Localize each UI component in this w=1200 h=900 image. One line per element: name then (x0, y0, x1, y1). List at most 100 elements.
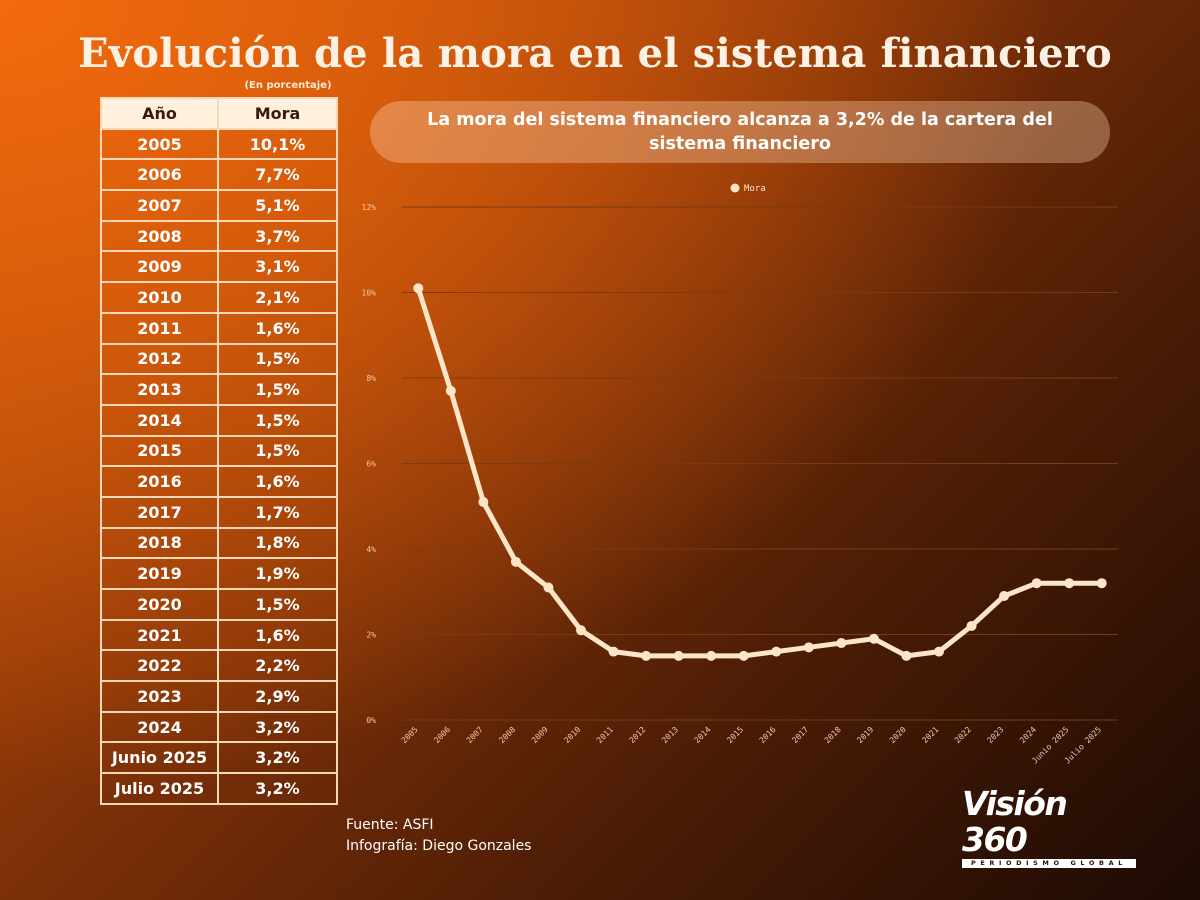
x-tick-label: 2016 (758, 725, 778, 745)
year-cell: 2022 (100, 649, 219, 683)
data-point (738, 650, 749, 661)
x-tick-label: 2019 (855, 725, 875, 745)
year-cell: 2007 (100, 189, 219, 222)
year-cell: 2008 (100, 219, 219, 253)
data-point (1064, 578, 1075, 589)
mora-cell: 1,6% (216, 465, 339, 498)
x-tick-label: 2018 (823, 725, 843, 745)
series-line (415, 285, 1105, 659)
data-point (803, 642, 814, 653)
mora-cell: 1,5% (216, 434, 339, 468)
headline-banner: La mora del sistema financiero alcanza a… (370, 101, 1110, 163)
x-tick-label: 2005 (400, 725, 420, 745)
table-row: 2006 7,7% (100, 158, 339, 192)
mora-cell: 1,6% (216, 311, 339, 345)
column-header-year: Año (100, 97, 219, 130)
data-point (999, 591, 1010, 602)
table-row: 2016 1,6% (100, 465, 339, 498)
table-row: 2021 1,6% (100, 618, 339, 652)
data-point (1031, 578, 1042, 589)
data-point (966, 620, 977, 631)
source-text: Fuente: ASFI (346, 817, 434, 833)
table-row: 2009 3,1% (100, 250, 339, 284)
headline-text: La mora del sistema financiero alcanza a… (427, 110, 1053, 154)
data-point (771, 646, 782, 657)
mora-cell: 2,1% (216, 281, 339, 314)
table-row: 2015 1,5% (100, 434, 339, 468)
page-title: Evolución de la mora en el sistema finan… (78, 30, 1112, 77)
x-tick-label: 2011 (595, 725, 615, 745)
x-tick-label: 2006 (432, 725, 452, 745)
x-tick-label: 2010 (562, 725, 582, 745)
year-cell: 2024 (100, 710, 219, 744)
year-cell: 2020 (100, 588, 219, 621)
mora-cell: 3,7% (216, 219, 339, 253)
x-tick-label: 2020 (888, 725, 908, 745)
year-cell: 2017 (100, 495, 219, 529)
data-point (543, 582, 554, 593)
legend-label: Mora (744, 184, 766, 194)
logo-wordmark: Visión 360 (962, 784, 1068, 859)
table-row: 2012 1,5% (100, 342, 339, 376)
brand-logo: Visión 360 PERIODISMO GLOBAL (962, 786, 1140, 868)
mora-cell: 1,5% (216, 342, 339, 376)
data-point (901, 650, 912, 661)
mora-cell: 1,9% (216, 557, 339, 590)
x-tick-label: 2012 (628, 725, 648, 745)
mora-cell: 2,9% (216, 680, 339, 713)
data-point (510, 556, 521, 567)
x-tick-label: 2008 (497, 725, 517, 745)
y-tick-label: 4% (366, 545, 376, 554)
year-cell: 2016 (100, 465, 219, 498)
mora-cell: 5,1% (216, 189, 339, 222)
year-cell: 2011 (100, 311, 219, 345)
table-header-row: Año Mora (100, 97, 339, 130)
table-row: 2019 1,9% (100, 557, 339, 590)
table-row: 2005 10,1% (100, 127, 339, 161)
table-row: 2007 5,1% (100, 189, 339, 222)
x-tick-label: 2013 (660, 725, 680, 745)
data-point (673, 650, 684, 661)
table-body: 2005 10,1% 2006 7,7% 2007 5,1% 2008 3,7% 2009 3,1… (100, 127, 339, 805)
y-tick-label: 10% (362, 289, 377, 298)
x-tick-label: 2024 (1018, 725, 1038, 745)
year-cell: Junio 2025 (100, 741, 219, 775)
line-chart: 0% 2% 4% 6% 8% 10% 12% 2005 2006 2007 2008 2009 2010… (362, 183, 1118, 765)
table-row: Junio 2025 3,2% (100, 741, 339, 775)
data-point (413, 283, 424, 294)
table-row: 2020 1,5% (100, 588, 339, 621)
y-tick-label: 0% (366, 716, 376, 725)
year-cell: 2014 (100, 403, 219, 437)
table-row: 2014 1,5% (100, 403, 339, 437)
x-tick-label: 2009 (530, 725, 550, 745)
table-row: Julio 2025 3,2% (100, 772, 339, 805)
data-point (608, 646, 619, 657)
table-row: 2017 1,7% (100, 495, 339, 529)
table-row: 2022 2,2% (100, 649, 339, 683)
y-tick-label: 2% (366, 631, 376, 640)
y-tick-label: 12% (362, 203, 377, 212)
data-point (836, 638, 847, 649)
credits: Fuente: ASFI Infografía: Diego Gonzales (346, 815, 531, 857)
mora-cell: 1,5% (216, 373, 339, 406)
data-point (706, 650, 717, 661)
x-tick-label: 2007 (465, 725, 485, 745)
mora-cell: 1,5% (216, 403, 339, 437)
data-table: Año Mora 2005 10,1% 2006 7,7% 2007 5,1% 2008 3,… (100, 97, 339, 805)
mora-cell: 1,8% (216, 526, 339, 560)
column-header-mora: Mora (216, 97, 339, 130)
x-tick-label: 2022 (953, 725, 973, 745)
table-row: 2013 1,5% (100, 373, 339, 406)
data-point (868, 633, 879, 644)
x-tick-label: 2015 (725, 725, 745, 745)
data-point (478, 496, 489, 507)
mora-cell: 3,2% (216, 710, 339, 744)
table-row: 2011 1,6% (100, 311, 339, 345)
x-tick-label: 2021 (920, 725, 940, 745)
year-cell: 2013 (100, 373, 219, 406)
year-cell: 2015 (100, 434, 219, 468)
year-cell: 2019 (100, 557, 219, 590)
data-point (576, 625, 586, 636)
mora-cell: 1,5% (216, 588, 339, 621)
mora-cell: 1,6% (216, 618, 339, 652)
